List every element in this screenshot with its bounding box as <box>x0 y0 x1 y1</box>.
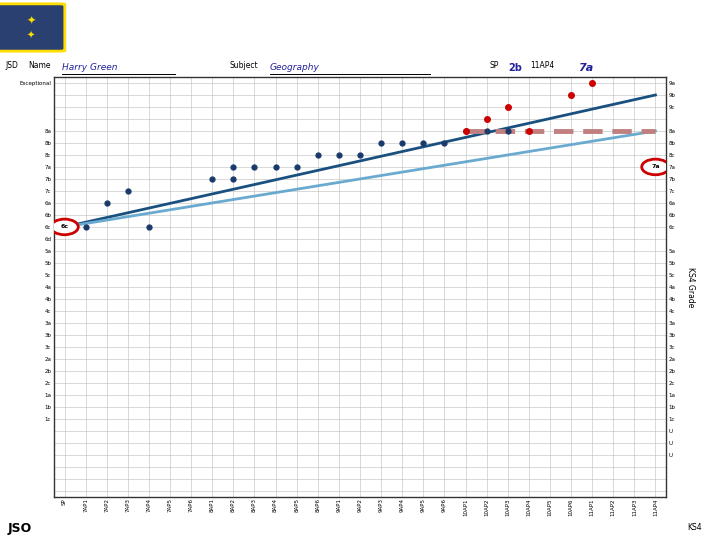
Text: Name: Name <box>28 62 50 71</box>
FancyBboxPatch shape <box>0 4 65 51</box>
Text: 11AP4: 11AP4 <box>530 62 554 71</box>
Circle shape <box>642 159 669 175</box>
Text: JSD: JSD <box>5 62 18 71</box>
Text: 6c: 6c <box>60 225 68 230</box>
Text: ✦: ✦ <box>27 31 35 40</box>
Text: SP: SP <box>490 62 500 71</box>
Text: ✦: ✦ <box>26 16 36 26</box>
Y-axis label: KS4 Grade: KS4 Grade <box>686 267 696 307</box>
Text: KS4: KS4 <box>688 523 702 532</box>
Circle shape <box>51 219 78 235</box>
Text: Geography: Geography <box>270 64 320 72</box>
Text: Harry Green: Harry Green <box>62 64 117 72</box>
Text: 2b: 2b <box>508 63 522 73</box>
Text: Subject Progress Charts: Subject Progress Charts <box>162 11 616 44</box>
Text: 7a: 7a <box>651 165 660 170</box>
Text: 7a: 7a <box>578 63 593 73</box>
Text: JSO: JSO <box>7 522 32 535</box>
Text: Subject: Subject <box>230 62 258 71</box>
